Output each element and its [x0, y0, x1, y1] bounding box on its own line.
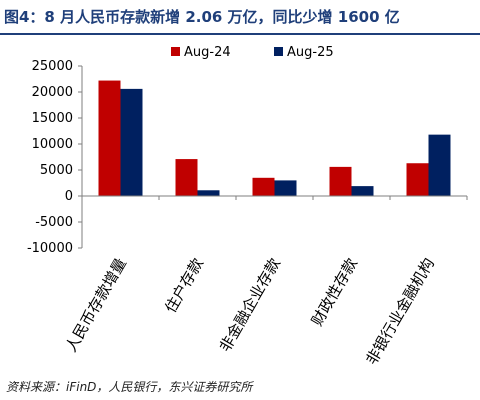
legend-label: Aug-24 [184, 45, 231, 60]
legend-swatch [274, 47, 283, 56]
y-tick-label: -10000 [27, 241, 73, 256]
y-tick-label: 0 [65, 189, 73, 204]
bar-aug24 [98, 80, 121, 196]
title-rule [0, 33, 480, 35]
bar-aug24 [252, 177, 275, 196]
y-tick-label: 20000 [32, 85, 73, 100]
bar-aug25 [197, 190, 220, 196]
bar-aug25 [351, 186, 374, 196]
x-category-label: 非金融企业存款 [216, 255, 284, 355]
x-axis: 人民币存款增量 住户存款 非金融企业存款 财政性存款 非银行业金融机构 [62, 195, 468, 368]
legend: Aug-24 Aug-25 [171, 45, 334, 60]
legend-label: Aug-25 [287, 45, 334, 60]
bar-aug25 [274, 180, 297, 196]
figure-title: 图4：8 月人民币存款新增 2.06 万亿，同比少增 1600 亿 [4, 8, 400, 26]
y-tick-label: 5000 [40, 163, 73, 178]
x-category-label: 非银行业金融机构 [362, 255, 438, 368]
bar-aug25 [120, 88, 143, 196]
bars [98, 80, 451, 196]
bar-aug24 [406, 163, 429, 196]
bar-aug24 [175, 159, 198, 196]
source-note: 资料来源：iFinD，人民银行，东兴证券研究所 [6, 380, 253, 394]
legend-swatch [171, 47, 180, 56]
y-tick-label: 10000 [32, 137, 73, 152]
y-tick-label: 25000 [32, 59, 73, 74]
x-category-label: 住户存款 [161, 255, 207, 316]
y-tick-label: 15000 [32, 111, 73, 126]
x-category-label: 财政性存款 [308, 255, 361, 329]
y-axis: -10000 -5000 0 5000 10000 15000 20000 25000 [27, 59, 83, 256]
x-category-label: 人民币存款增量 [62, 255, 130, 355]
bar-aug25 [428, 134, 451, 196]
y-tick-label: -5000 [35, 215, 73, 230]
bar-aug24 [329, 166, 352, 196]
